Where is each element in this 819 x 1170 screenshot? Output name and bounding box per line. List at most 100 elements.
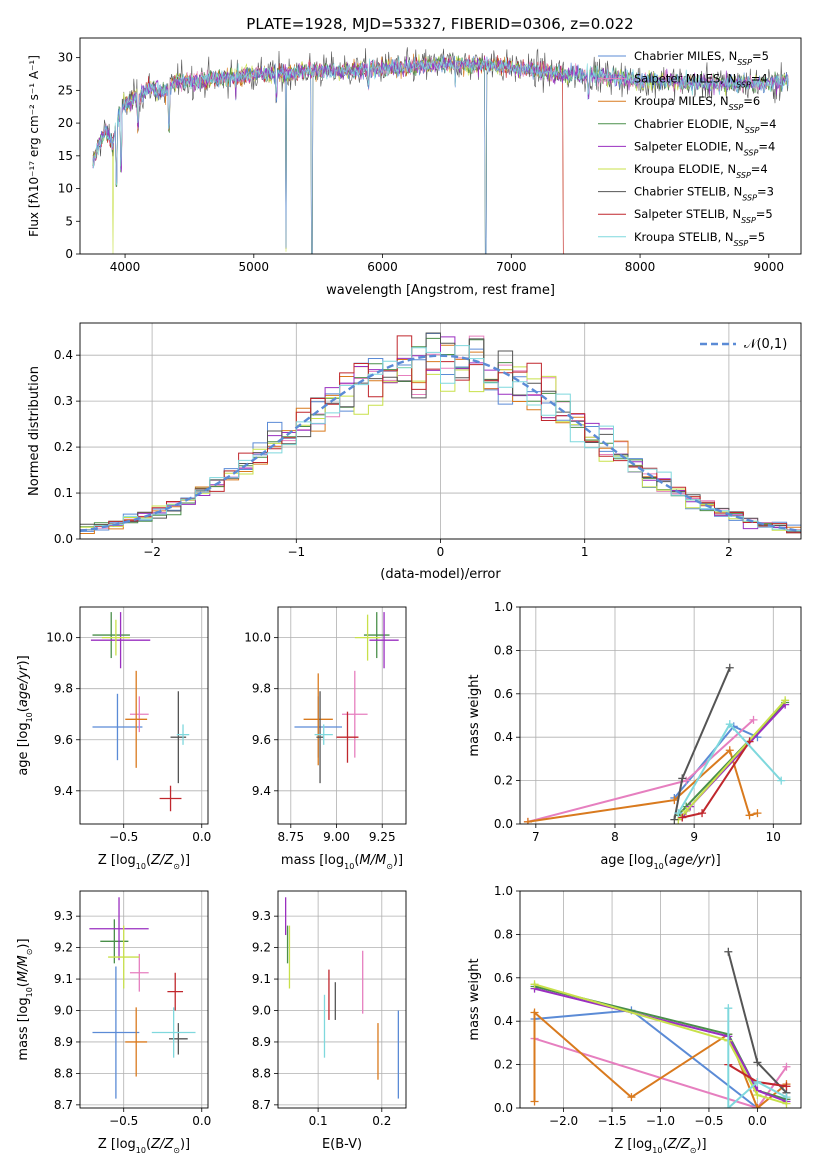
legend-entry: Kroupa ELODIE, NSSP=4 <box>634 162 768 180</box>
x-tick-label: 10 <box>766 830 781 844</box>
point-marker <box>782 1082 791 1091</box>
label-part: 10 <box>652 1146 662 1155</box>
x-tick-label: −1 <box>287 545 305 559</box>
plot-area-age-vs-Z <box>90 612 190 812</box>
y-tick-label: 9.1 <box>252 972 271 986</box>
y-tick-label: 30 <box>58 51 73 65</box>
label-part: SSP <box>729 103 744 112</box>
axes-frame <box>519 890 802 1109</box>
point-marker <box>724 1004 733 1013</box>
label-part: =4 <box>751 162 768 176</box>
plot-area-age-vs-mass <box>294 612 399 784</box>
label-part: Z [log <box>98 853 136 868</box>
x-tick-label: 9 <box>690 830 698 844</box>
y-tick-label: 20 <box>58 116 73 130</box>
label-part: age [log <box>600 853 653 868</box>
panel-mass-vs-Z: −0.5 0.08.78.88.99.09.19.29.3Z [log10(Z/Z… <box>16 890 211 1155</box>
y-tick-label: 8.7 <box>252 1098 271 1112</box>
label-part: =4 <box>758 139 775 153</box>
point-marker <box>782 1062 791 1071</box>
axes-frame <box>79 606 209 825</box>
plot-area-mass-vs-ebv <box>284 897 400 1099</box>
normal-curve <box>80 354 801 533</box>
y-tick-label: 0.2 <box>494 774 513 788</box>
point-marker <box>682 806 691 815</box>
x-tick-label: 9000 <box>754 260 785 274</box>
label-part: Salpeter STELIB, N <box>634 207 741 221</box>
panel-spectrum: 4000 5000 6000 7000 8000 9000 0 5 10 15 20 25 30 wave… <box>27 37 802 298</box>
point-marker <box>530 1008 539 1017</box>
y-tick-label: 0.2 <box>494 1058 513 1072</box>
series-line <box>534 983 787 1105</box>
label-part: )] <box>696 1137 706 1152</box>
label-part: =5 <box>752 49 769 63</box>
x-axis-label: Z [log10(Z/Z⊙)] <box>98 1137 190 1155</box>
label-part: Chabrier STELIB, N <box>634 185 742 199</box>
y-tick-label: 9.4 <box>54 784 73 798</box>
point-marker <box>753 1077 762 1086</box>
label-part: ( <box>664 853 669 868</box>
label-part: Kroupa MILES, N <box>634 94 729 108</box>
x-tick-label: 6000 <box>367 260 398 274</box>
y-tick-label: 0.4 <box>494 1014 513 1028</box>
y-tick-label: 0.0 <box>494 817 513 831</box>
point-marker <box>530 980 539 989</box>
spectrum-line <box>92 56 789 186</box>
label-part: ⊙ <box>25 949 34 956</box>
point-marker <box>753 1104 762 1108</box>
point-marker <box>678 813 687 822</box>
x-tick-label: 1 <box>581 545 589 559</box>
axes-frame <box>79 37 802 255</box>
x-axis-label: Z [log10(Z/Z⊙)] <box>614 1137 706 1155</box>
point-marker <box>753 1058 762 1067</box>
point-marker <box>678 774 687 783</box>
label-part: Z/Z <box>150 1137 174 1152</box>
point-marker <box>753 809 762 818</box>
x-tick-label: −0.5 <box>694 1114 723 1128</box>
y-axis-label: Normed distribution <box>27 366 42 496</box>
point-marker <box>627 1093 636 1102</box>
x-tick-label: 0.0 <box>192 1114 211 1128</box>
axes-frame <box>277 606 407 825</box>
label-part: SSP <box>744 148 759 157</box>
legend-entry: Salpeter MILES, NSSP=4 <box>634 72 768 90</box>
panel-weight-vs-Z: −2.0 −1.5 −1.0 −0.5 0.0 0.0 0.2 0.4 0.6 0.8 1.0 Z [… <box>467 884 802 1155</box>
x-tick-label: 0.2 <box>372 1114 391 1128</box>
point-marker <box>781 696 790 705</box>
label-part: age/yr <box>16 664 31 707</box>
y-tick-label: 15 <box>58 149 73 163</box>
y-tick-label: 0.4 <box>494 730 513 744</box>
y-tick-label: 9.6 <box>252 733 271 747</box>
label-part: ( <box>16 707 31 712</box>
label-part: SSP <box>736 80 751 89</box>
y-tick-label: 9.3 <box>54 909 73 923</box>
x-tick-label: 9.00 <box>323 830 350 844</box>
label-part: E(B-V) <box>322 1137 362 1152</box>
plot-area-spectrum <box>92 47 789 254</box>
label-part: =5 <box>756 207 773 221</box>
legend-entry: Salpeter ELODIE, NSSP=4 <box>634 139 775 157</box>
label-part: SSP <box>734 238 749 247</box>
legend-entry: Kroupa MILES, NSSP=6 <box>634 94 760 112</box>
label-part: 10 <box>25 712 34 722</box>
axes-frame <box>79 890 209 1109</box>
y-tick-label: 1.0 <box>494 600 513 614</box>
y-axis-label: Flux [fλ10⁻¹⁷ erg cm⁻² s⁻¹ A⁻¹] <box>27 55 41 237</box>
panel-mass-vs-ebv: 0.1 0.2 8.7 8.8 8.9 9.0 9.1 9.2 9.3 E(B-V) <box>252 890 407 1152</box>
panel-age-vs-mass: 8.75 9.00 9.25 9.4 9.6 9.8 10.0 mass [log10(M/M… <box>244 606 407 871</box>
y-tick-label: 9.2 <box>252 941 271 955</box>
y-axis-label: mass weight <box>467 674 482 756</box>
panel-age-vs-Z: −0.5 0.09.49.69.810.0Z [log10(Z/Z⊙)]age [… <box>16 606 211 871</box>
legend-entry: 𝒩(0,1) <box>744 337 787 352</box>
point-marker <box>725 720 734 729</box>
label-part: SSP <box>736 171 751 180</box>
y-axis-label: mass weight <box>467 958 482 1040</box>
label-part: ( <box>662 1137 667 1152</box>
label-part: 10 <box>654 862 664 871</box>
label-part: Salpeter MILES, N <box>634 72 736 86</box>
y-tick-label: 10 <box>58 182 73 196</box>
x-tick-label: −0.5 <box>109 830 138 844</box>
panel-residuals: −2 −1 0 1 2 0.0 0.1 0.2 0.3 0.4 (data-model)/error… <box>27 322 802 582</box>
